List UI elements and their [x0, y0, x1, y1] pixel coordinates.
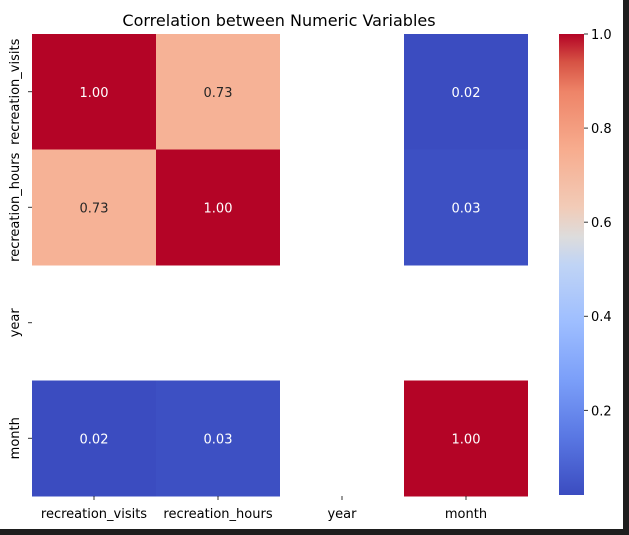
- y-tick-label-month: month: [8, 417, 23, 459]
- colorbar-tick-label: 1.0: [591, 28, 612, 43]
- colorbar-tick-label: 0.6: [591, 216, 612, 231]
- correlation-heatmap: Correlation between Numeric Variables 1.…: [8, 11, 612, 522]
- cell-value-label: 0.03: [452, 201, 481, 216]
- y-tick-label-year: year: [8, 308, 23, 338]
- cell-value-label: 1.00: [204, 201, 233, 216]
- heatmap-cell-recreation_hours-recreation_hours: [156, 149, 280, 266]
- cell-value-label: 1.00: [452, 432, 481, 447]
- figure: Correlation between Numeric Variables 1.…: [0, 0, 623, 529]
- x-tick-label-recreation_hours: recreation_hours: [163, 507, 272, 522]
- cell-value-label: 1.00: [80, 86, 109, 101]
- heatmap-cell-recreation_hours-month: [404, 149, 528, 266]
- colorbar-tick-label: 0.8: [591, 122, 612, 137]
- heatmap-cell-recreation_visits-recreation_hours: [156, 34, 280, 150]
- heatmap-cell-recreation_visits-month: [404, 34, 528, 150]
- x-tick-label-recreation_visits: recreation_visits: [41, 507, 147, 522]
- cell-value-label: 0.02: [452, 86, 481, 101]
- colorbar: [559, 34, 584, 495]
- cell-value-label: 0.73: [204, 86, 233, 101]
- cell-value-label: 0.03: [204, 432, 233, 447]
- cell-value-label: 0.73: [80, 201, 109, 216]
- colorbar-tick-label: 0.2: [591, 404, 612, 419]
- heatmap-cell-month-recreation_visits: [32, 380, 156, 497]
- heatmap-cell-recreation_visits-recreation_visits: [32, 34, 156, 150]
- heatmap-cell-month-recreation_hours: [156, 380, 280, 497]
- heatmap-cell-month-month: [404, 380, 528, 497]
- heatmap-cell-recreation_hours-recreation_visits: [32, 149, 156, 266]
- colorbar-tick-label: 0.4: [591, 310, 612, 325]
- x-tick-label-month: month: [445, 507, 487, 522]
- y-tick-label-recreation_hours: recreation_hours: [8, 152, 23, 261]
- y-tick-label-recreation_visits: recreation_visits: [8, 38, 23, 144]
- cell-value-label: 0.02: [80, 432, 109, 447]
- x-tick-label-year: year: [327, 507, 357, 522]
- chart-title: Correlation between Numeric Variables: [122, 11, 435, 30]
